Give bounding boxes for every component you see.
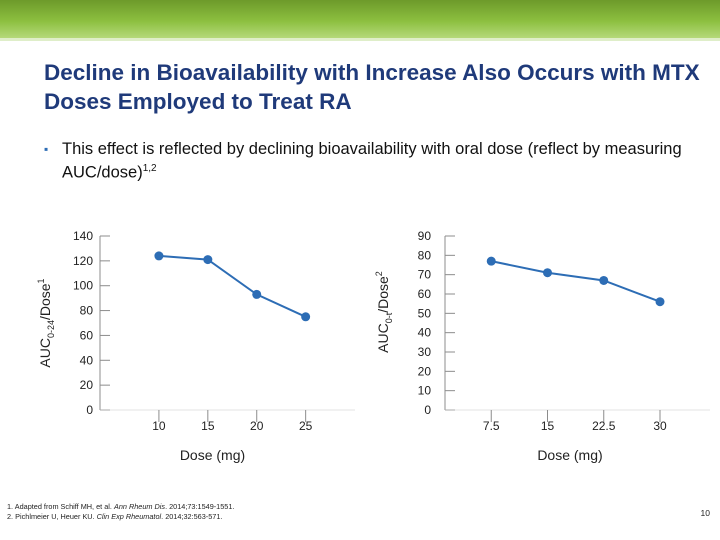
bullet-text: This effect is reflected by declining bi… [62, 140, 682, 182]
y-tick-label: 20 [80, 378, 94, 392]
bullet-refs: 1,2 [142, 163, 157, 174]
header-accent-bar [0, 0, 720, 38]
y-tick-label: 70 [418, 268, 432, 282]
y-tick-label: 10 [418, 384, 432, 398]
y-axis-label-sub: 0-24 [46, 320, 56, 338]
y-tick-label: 90 [418, 229, 432, 243]
data-point [154, 251, 164, 261]
references: 1. Adapted from Schiff MH, et al. Ann Rh… [7, 502, 234, 522]
y-tick-label: 40 [80, 353, 94, 367]
y-tick-label: 0 [86, 403, 93, 417]
x-tick-label: 7.5 [483, 419, 500, 433]
bullet-text-wrap: This effect is reflected by declining bi… [44, 139, 684, 183]
data-point [543, 268, 552, 278]
y-axis-label-tail: /Dose [37, 283, 53, 320]
y-axis-label-tail: /Dose [375, 276, 391, 313]
page-number: 10 [700, 508, 710, 518]
x-axis-label: Dose (mg) [537, 447, 602, 463]
y-tick-label: 60 [418, 287, 432, 301]
data-point [203, 255, 213, 265]
y-tick-label: 30 [418, 345, 432, 359]
data-point [486, 256, 496, 266]
x-tick-label: 22.5 [592, 419, 616, 433]
reference-2: 2. Pichlmeier U, Heuer KU. Clin Exp Rheu… [7, 512, 223, 521]
y-tick-label: 50 [418, 306, 432, 320]
y-tick-label: 140 [73, 229, 93, 243]
x-tick-label: 15 [201, 419, 215, 433]
x-tick-label: 30 [653, 419, 667, 433]
y-tick-label: 80 [80, 304, 94, 318]
y-axis-label-main: AUC [37, 338, 53, 368]
y-axis-label: AUC0-24/Dose1 [36, 278, 56, 367]
header-accent-line [0, 38, 720, 41]
y-tick-label: 80 [418, 248, 432, 262]
reference-1: 1. Adapted from Schiff MH, et al. Ann Rh… [7, 502, 235, 511]
bullet-marker-icon: ▪ [44, 142, 49, 156]
y-axis-label-sup: 1 [36, 278, 46, 283]
y-tick-label: 100 [73, 279, 93, 293]
y-tick-label: 60 [80, 328, 94, 342]
y-axis-label-sup: 2 [374, 271, 384, 276]
data-point [301, 312, 311, 322]
x-tick-label: 10 [152, 419, 166, 433]
series-line [491, 260, 661, 303]
y-tick-label: 20 [418, 364, 432, 378]
chart-left: 0 20 40 60 80 100 120 140 10 15 20 25 Dose (mg) AUC0-… [36, 229, 355, 463]
x-axis-label: Dose (mg) [180, 447, 245, 463]
chart-right: 0 10 20 30 40 50 60 70 80 90 7.5 15 22.5 30 Dose (mg) A… [374, 229, 710, 463]
y-axis-label: AUC0-t/Dose2 [374, 271, 394, 353]
bullet-point: ▪ This effect is reflected by declining … [44, 139, 684, 183]
slide-title: Decline in Bioavailability with Increase… [44, 60, 700, 114]
x-tick-label: 25 [299, 419, 313, 433]
x-tick-label: 15 [541, 419, 555, 433]
data-point [599, 275, 609, 285]
series-line [158, 254, 307, 318]
y-tick-label: 120 [73, 254, 93, 268]
y-axis-label-main: AUC [375, 323, 391, 353]
y-tick-label: 40 [418, 326, 432, 340]
x-tick-label: 20 [250, 419, 264, 433]
y-axis-label-sub: 0-t [384, 312, 394, 323]
y-tick-label: 0 [424, 403, 431, 417]
data-point [655, 297, 665, 307]
data-point [252, 289, 262, 299]
